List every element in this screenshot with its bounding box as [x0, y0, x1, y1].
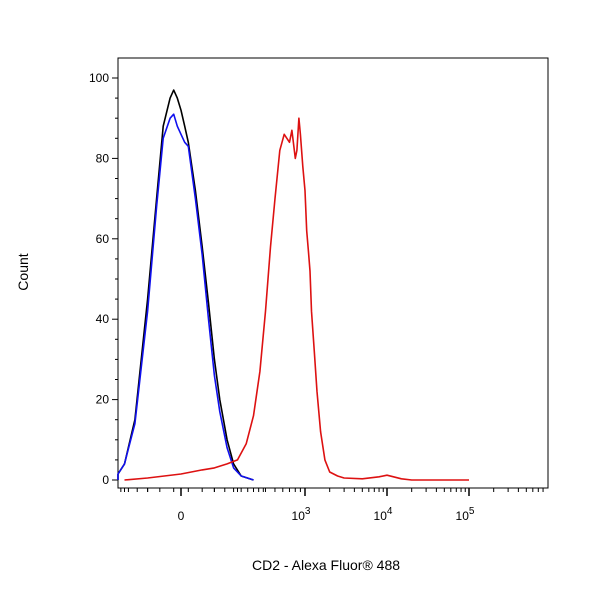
y-tick-label: 20	[96, 393, 110, 407]
histogram-line-series-1	[117, 89, 254, 481]
y-axis: 0 20 40 60 80 100	[89, 71, 118, 487]
y-tick-label: 0	[102, 473, 109, 487]
y-axis-title: Count	[15, 253, 31, 290]
x-tick-label: 103	[292, 506, 311, 523]
x-axis-minor-ticks	[120, 488, 544, 492]
x-axis-title: CD2 - Alexa Fluor® 488	[252, 557, 400, 573]
x-tick-label: 104	[374, 506, 393, 523]
x-tick-label: 105	[456, 506, 475, 523]
x-tick-label: 0	[178, 509, 185, 523]
y-tick-label: 100	[89, 71, 109, 85]
series-layer	[117, 89, 469, 481]
plot-frame	[117, 57, 549, 489]
histogram-line-series-3	[124, 117, 469, 481]
y-tick-label: 80	[96, 151, 110, 165]
x-axis: 0 103 104 105	[178, 488, 475, 523]
y-tick-label: 60	[96, 232, 110, 246]
y-tick-label: 40	[96, 312, 110, 326]
histogram-line-series-2	[117, 113, 254, 481]
